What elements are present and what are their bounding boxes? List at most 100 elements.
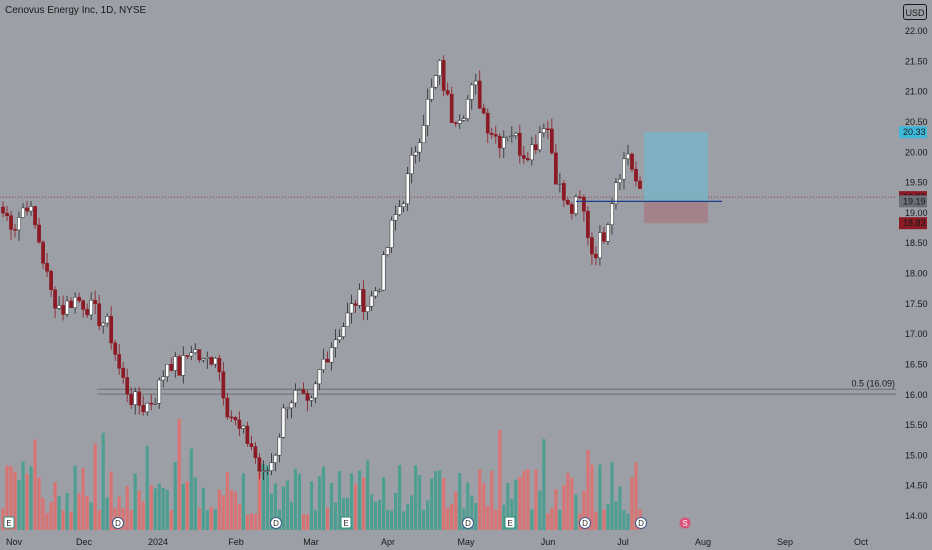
x-tick-label: Nov [6,537,23,547]
candle-body [13,229,17,231]
x-tick-label: Jul [617,537,629,547]
volume-bar [574,494,578,530]
volume-bar [93,443,97,530]
event-badge-label: E [343,519,348,528]
y-tick-label: 21.00 [905,87,928,97]
volume-bar [430,478,434,530]
volume-bar [225,472,229,530]
candle-body [241,425,246,429]
candle-body [117,354,122,369]
candle-body [457,120,462,124]
currency-button[interactable]: USD [903,4,927,20]
candle-body [281,407,286,438]
x-tick-label: Aug [695,537,711,547]
volume-bar [281,486,286,530]
event-badge-label: D [273,519,279,528]
candle-body [401,203,406,208]
x-tick-label: May [457,537,475,547]
candle-body [177,356,182,376]
volume-bar [161,487,165,530]
candle-body [574,196,578,214]
candle-body [125,377,130,395]
candle-body [209,357,214,365]
candle-body [630,153,634,170]
candle-body [437,60,442,76]
volume-bar [105,497,109,530]
price-tag-target [899,126,927,139]
candle-body [185,355,190,357]
candle-body [509,135,514,137]
candle-body [317,369,322,385]
volume-bar [414,465,418,530]
volume-bar [41,497,45,530]
volume-bar [261,463,266,530]
volume-bar [229,489,233,530]
candle-body [590,237,594,255]
candle-body [550,128,554,154]
candle-body [261,470,266,472]
candle-body [445,90,450,95]
volume-bar [85,496,89,530]
event-badge-label: E [6,519,11,528]
candle-body [201,358,206,361]
y-tick-label: 16.50 [905,359,928,369]
volume-bar [245,514,249,530]
candle-body [153,402,158,405]
candle-body [237,419,242,429]
y-tick-label: 14.00 [905,511,928,521]
candle-body [17,217,21,231]
volume-bar [518,476,522,530]
price-tag-stop [899,217,927,230]
volume-bar [173,462,177,530]
price-tag-label-entry: 19.19 [903,196,926,206]
candle-body [113,342,118,355]
volume-bar [133,473,137,530]
volume-bar [470,495,474,530]
candle-body [429,86,434,100]
y-tick-label: 20.00 [905,147,928,157]
candle-body [293,390,298,404]
volume-bar [381,477,386,530]
candle-body [93,299,97,304]
volume-bar [289,501,294,530]
candle-body [393,214,398,221]
volume-bar [153,488,157,530]
candle-body [253,446,258,459]
volume-bar [402,511,406,530]
dividend-badge [270,517,282,529]
volume-bar [446,507,450,530]
candle-body [461,118,466,121]
dividend-badge [112,517,124,529]
volume-bar [454,491,458,530]
candle-body [469,84,474,100]
volume-bar [1,508,5,530]
volume-bar [570,477,574,530]
volume-bar [530,509,534,530]
price-tag-label-target: 20.33 [903,127,926,137]
event-badge: D [462,517,474,529]
candle-body [181,355,186,376]
candle-body [145,402,150,413]
target-zone [644,132,708,202]
candle-body [558,183,562,185]
volume-bar [117,496,121,530]
volume-bar [510,498,514,530]
volume-bar [329,482,334,530]
candle-body [149,402,154,405]
candle-body [49,271,53,290]
volume-bar [349,473,354,530]
event-badge-label: D [582,519,588,528]
volume-bar [157,483,161,530]
candle-body [81,300,85,310]
candle-body [433,75,438,88]
candle-body [45,263,49,272]
candle-body [409,154,414,175]
volume-bar [398,464,402,530]
candle-body [217,357,222,373]
candle-body [269,462,274,471]
volume-bar [193,477,197,530]
candle-body [449,93,454,123]
candle-body [618,178,622,183]
volume-bar [209,506,213,530]
